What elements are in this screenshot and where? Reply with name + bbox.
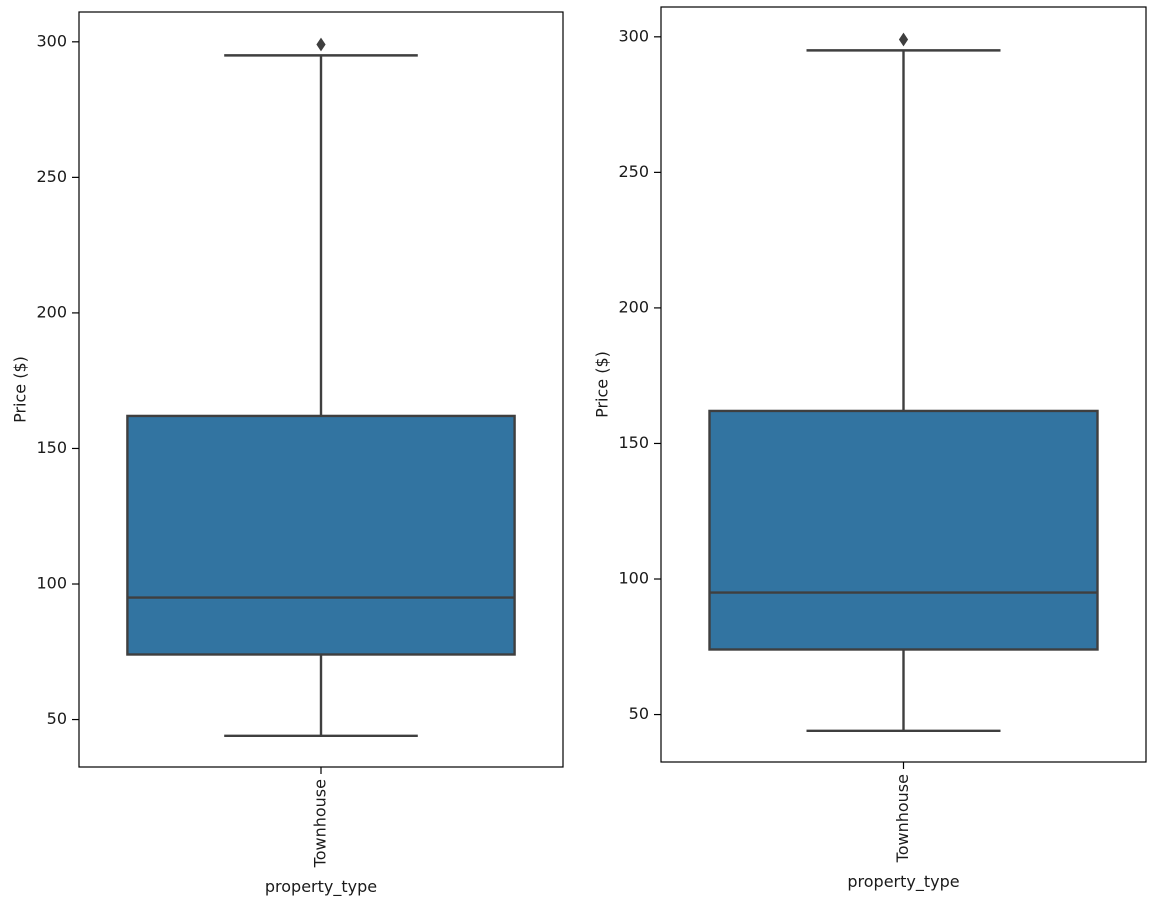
chart-1-iqr-box xyxy=(126,414,516,656)
chart-1-outlier-point-1 xyxy=(316,37,326,52)
chart-1-y-tick-label-50: 50 xyxy=(47,709,67,728)
chart-1-y-tick-label-250: 250 xyxy=(36,167,67,186)
chart-2-y-tick-label-100: 100 xyxy=(618,569,649,588)
chart-2-y-axis-label: Price ($) xyxy=(593,351,612,418)
chart-1-y-tick-label-100: 100 xyxy=(36,574,67,593)
chart-1-x-tick-label-1: Townhouse xyxy=(311,779,330,868)
chart-2-y-tick-label-300: 300 xyxy=(618,26,649,45)
chart-2-y-tick-label-200: 200 xyxy=(618,297,649,316)
chart-2-y-tick-label-250: 250 xyxy=(618,162,649,181)
chart-1-x-axis-label: property_type xyxy=(265,877,377,897)
chart-2-iqr-box xyxy=(708,409,1099,651)
chart-2-x-axis-label: property_type xyxy=(847,872,959,892)
chart-1-y-tick-label-300: 300 xyxy=(36,31,67,50)
chart-2-y-tick-label-150: 150 xyxy=(618,433,649,452)
chart-2-outlier-point-1 xyxy=(898,32,909,47)
chart-2-y-tick-label-50: 50 xyxy=(629,704,649,723)
chart-2-x-tick-label-1: Townhouse xyxy=(893,774,912,863)
chart-1-y-tick-label-150: 150 xyxy=(36,438,67,457)
chart-1-y-axis-label: Price ($) xyxy=(11,356,30,423)
chart-1-y-tick-label-200: 200 xyxy=(36,302,67,321)
